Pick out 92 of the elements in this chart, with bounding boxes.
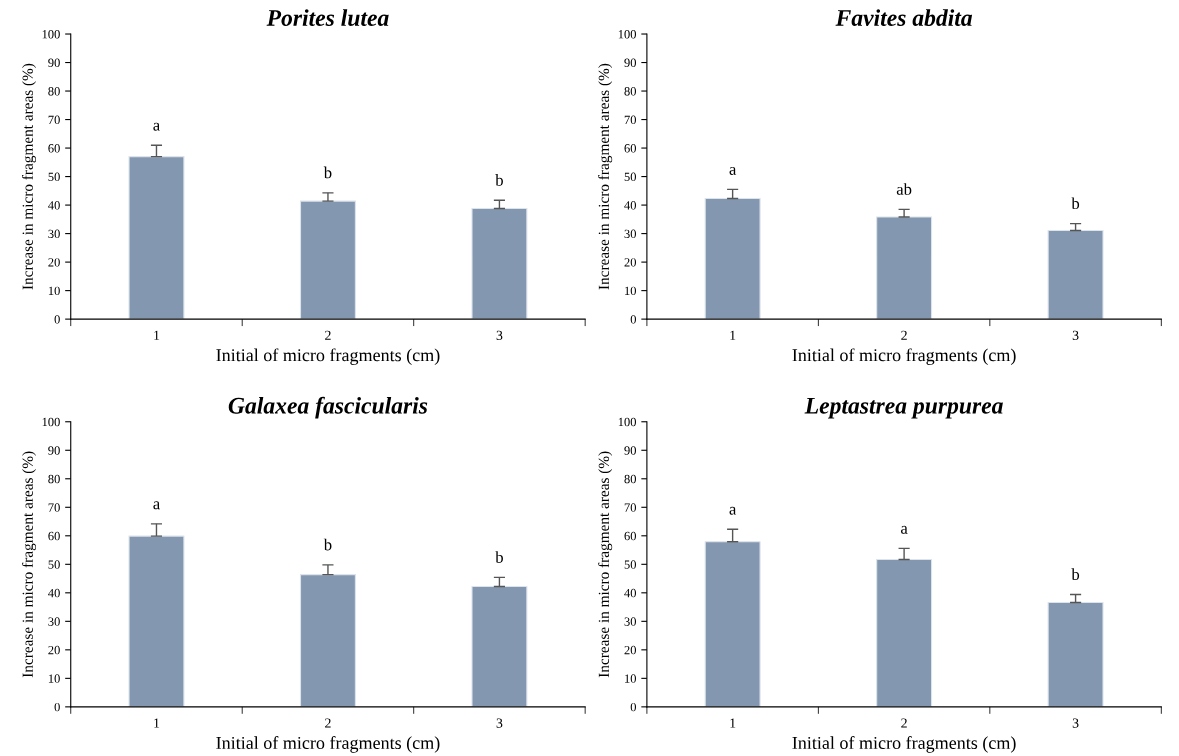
bar — [876, 216, 933, 320]
y-tick-label: 80 — [48, 87, 60, 96]
bar — [704, 541, 761, 707]
annotation: a — [900, 525, 908, 534]
x-tick-label: 3 — [496, 330, 503, 341]
bar — [704, 197, 761, 320]
y-tick-label: 0 — [54, 315, 60, 324]
y-tick-label: 100 — [618, 30, 636, 39]
annotation: ab — [896, 183, 912, 195]
chart-title: Favites abdita — [835, 9, 973, 26]
y-tick-label: 60 — [48, 531, 60, 541]
chart-title: Porites lutea — [266, 9, 389, 26]
y-tick-label: 40 — [48, 201, 60, 210]
x-tick-label: 1 — [730, 330, 736, 340]
bar — [299, 200, 356, 320]
y-tick-label: 20 — [624, 645, 636, 655]
x-tick-label: 2 — [325, 330, 331, 340]
annotation: a — [153, 122, 160, 131]
y-tick-label: 90 — [48, 58, 60, 67]
y-tick-label: 30 — [624, 617, 636, 626]
x-axis-title: Initial of micro fragments (cm) — [792, 736, 1016, 753]
y-tick-label: 10 — [625, 286, 636, 296]
y-axis-title: Increase in micro fragment areas (%) — [598, 63, 613, 290]
y-tick-label: 30 — [48, 617, 60, 626]
bar — [1047, 229, 1104, 320]
chart-title: Galaxea fascicularis — [228, 396, 428, 419]
x-tick-label: 1 — [154, 330, 160, 340]
chart-title: Leptastrea purpurea — [804, 397, 1003, 419]
y-tick-label: 80 — [48, 474, 60, 484]
x-tick-label: 2 — [325, 718, 331, 728]
y-tick-label: 100 — [618, 417, 636, 427]
y-tick-label: 70 — [624, 115, 636, 125]
bar — [471, 207, 528, 320]
y-tick-label: 30 — [48, 229, 60, 239]
y-tick-label: 60 — [624, 531, 636, 541]
y-tick-label: 40 — [624, 201, 636, 210]
y-tick-label: 50 — [624, 560, 636, 569]
x-axis-title: Initial of micro fragments (cm) — [216, 348, 440, 365]
x-tick-label: 3 — [496, 718, 503, 728]
y-tick-label: 90 — [624, 446, 636, 455]
y-tick-label: 40 — [624, 588, 636, 598]
y-tick-label: 0 — [630, 702, 636, 712]
y-tick-label: 100 — [42, 417, 60, 427]
y-tick-label: 0 — [630, 315, 636, 324]
y-tick-label: 20 — [48, 258, 60, 267]
y-tick-label: 70 — [48, 115, 60, 125]
y-tick-label: 80 — [624, 474, 636, 484]
y-tick-label: 30 — [624, 229, 636, 239]
y-tick-label: 60 — [624, 144, 636, 153]
y-tick-label: 90 — [48, 446, 60, 455]
bar — [128, 156, 185, 320]
y-tick-label: 50 — [48, 560, 60, 569]
annotation: b — [1071, 568, 1080, 581]
y-tick-label: 10 — [625, 674, 636, 683]
x-tick-label: 2 — [901, 330, 907, 340]
bar — [471, 585, 528, 707]
x-tick-label: 3 — [1072, 718, 1079, 728]
annotation: b — [495, 174, 503, 186]
bar — [876, 558, 933, 707]
y-tick-label: 90 — [624, 58, 636, 67]
y-tick-label: 70 — [48, 503, 60, 512]
y-tick-label: 100 — [42, 30, 60, 39]
annotation: b — [323, 538, 332, 551]
annotation: a — [729, 506, 737, 515]
x-axis-title: Initial of micro fragments (cm) — [216, 736, 440, 753]
annotation: a — [153, 501, 160, 510]
y-tick-label: 70 — [624, 503, 636, 512]
x-axis-title: Initial of micro fragments (cm) — [792, 348, 1016, 365]
bar — [299, 574, 356, 707]
x-tick-label: 1 — [730, 718, 736, 728]
bar — [1047, 601, 1104, 707]
y-axis-title: Increase in micro fragment areas (%) — [21, 451, 37, 678]
y-tick-label: 80 — [624, 87, 636, 96]
y-tick-label: 0 — [54, 702, 60, 712]
x-tick-label: 1 — [154, 718, 160, 728]
y-axis-title: Increase in micro fragment areas (%) — [598, 451, 613, 678]
y-tick-label: 10 — [48, 674, 60, 683]
y-tick-label: 50 — [48, 172, 60, 182]
x-tick-label: 2 — [901, 718, 907, 728]
y-tick-label: 50 — [624, 172, 636, 182]
x-tick-label: 3 — [1072, 330, 1079, 341]
bar — [128, 535, 185, 707]
annotation: b — [495, 551, 503, 563]
y-axis-title: Increase in micro fragment areas (%) — [21, 63, 37, 290]
y-tick-label: 20 — [48, 645, 60, 655]
y-tick-label: 20 — [624, 258, 636, 267]
annotation: b — [323, 166, 332, 179]
annotation: a — [729, 166, 737, 175]
y-tick-label: 40 — [48, 588, 60, 598]
annotation: b — [1071, 197, 1080, 210]
y-tick-label: 10 — [48, 286, 60, 296]
y-tick-label: 60 — [48, 144, 60, 153]
